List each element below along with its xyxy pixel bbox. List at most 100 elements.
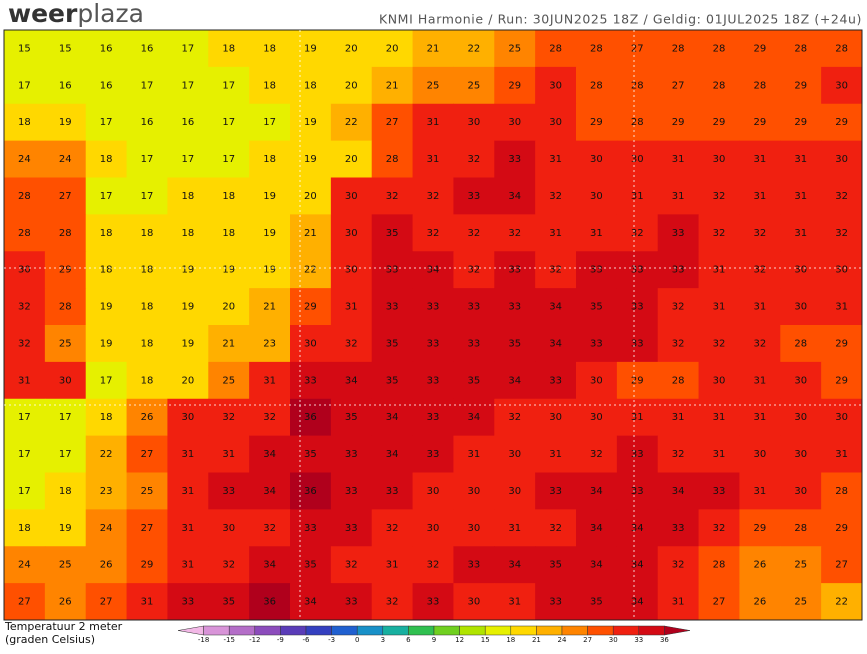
temperature-label: 34 bbox=[263, 560, 276, 571]
temperature-cell bbox=[85, 583, 128, 620]
temperature-cell bbox=[494, 66, 536, 105]
temperature-cell bbox=[4, 435, 46, 473]
temperature-cell bbox=[494, 325, 536, 363]
temperature-cell bbox=[249, 361, 291, 400]
temperature-cell bbox=[616, 398, 659, 437]
temperature-label: 34 bbox=[631, 523, 644, 534]
colorbar-segment bbox=[356, 625, 384, 636]
temperature-label: 30 bbox=[794, 449, 807, 460]
temperature-cell bbox=[657, 288, 700, 326]
temperature-cell bbox=[698, 435, 740, 473]
colorbar-segment bbox=[536, 625, 563, 636]
colorbar-segment bbox=[228, 625, 256, 636]
temperature-cell bbox=[44, 583, 87, 620]
temperature-label: 18 bbox=[181, 228, 194, 239]
temperature-cell bbox=[208, 177, 250, 215]
logo: weerplaza bbox=[8, 0, 144, 28]
temperature-cell bbox=[4, 546, 46, 584]
temperature-label: 30 bbox=[590, 375, 603, 386]
temperature-cell bbox=[739, 435, 781, 473]
colorbar-segment bbox=[305, 625, 332, 636]
temperature-label: 18 bbox=[100, 154, 113, 165]
temperature-label: 30 bbox=[222, 523, 235, 534]
temperature-label: 20 bbox=[386, 43, 399, 54]
temperature-label: 17 bbox=[141, 80, 154, 91]
temperature-label: 35 bbox=[549, 560, 562, 571]
temperature-label: 32 bbox=[467, 265, 480, 276]
temperature-label: 31 bbox=[753, 191, 766, 202]
map: 15 15 16 16 17 18 18 19 20 20 21 22 25 28 28 27 28 28 29 28… bbox=[4, 30, 862, 620]
temperature-label: 31 bbox=[18, 375, 31, 386]
colorbar-tick-label: 24 bbox=[558, 636, 567, 644]
temperature-label: 35 bbox=[386, 338, 399, 349]
temperature-cell bbox=[739, 140, 781, 178]
temperature-cell bbox=[44, 177, 87, 215]
temperature-label: 16 bbox=[59, 80, 72, 91]
temperature-cell bbox=[453, 177, 495, 215]
temperature-cell bbox=[330, 288, 373, 326]
temperature-cell bbox=[453, 251, 495, 289]
temperature-cell bbox=[412, 251, 454, 289]
temperature-cell bbox=[167, 30, 209, 68]
temperature-label: 25 bbox=[141, 486, 154, 497]
temperature-label: 28 bbox=[713, 43, 726, 54]
temperature-cell bbox=[371, 361, 414, 400]
temperature-label: 28 bbox=[590, 80, 603, 91]
temperature-cell bbox=[698, 30, 740, 68]
colorbar-tick-label: 15 bbox=[481, 636, 490, 644]
temperature-cell bbox=[85, 546, 128, 584]
temperature-cell bbox=[412, 472, 454, 510]
colorbar-tick-label: -12 bbox=[249, 636, 260, 644]
temperature-label: 17 bbox=[59, 412, 72, 423]
temperature-label: 33 bbox=[386, 302, 399, 313]
colorbar-tick-label: -3 bbox=[328, 636, 335, 644]
temperature-cell bbox=[249, 325, 291, 363]
temperature-label: 28 bbox=[631, 80, 644, 91]
temperature-label: 24 bbox=[18, 154, 31, 165]
temperature-label: 27 bbox=[100, 597, 113, 608]
temperature-cell bbox=[576, 288, 618, 326]
temperature-label: 19 bbox=[181, 338, 194, 349]
temperature-label: 20 bbox=[345, 43, 358, 54]
temperature-label: 31 bbox=[672, 154, 685, 165]
colorbar-segment bbox=[587, 625, 614, 636]
temperature-label: 21 bbox=[222, 338, 235, 349]
temperature-cell bbox=[330, 103, 373, 142]
temperature-label: 22 bbox=[467, 43, 480, 54]
temperature-label: 31 bbox=[753, 302, 766, 313]
colorbar-segment bbox=[484, 625, 512, 636]
temperature-cell bbox=[85, 251, 128, 289]
temperature-cell bbox=[739, 361, 781, 400]
temperature-label: 33 bbox=[508, 154, 521, 165]
temperature-label: 19 bbox=[304, 43, 317, 54]
temperature-cell bbox=[330, 30, 373, 68]
temperature-label: 33 bbox=[386, 486, 399, 497]
temperature-cell bbox=[249, 66, 291, 105]
temperature-label: 32 bbox=[549, 191, 562, 202]
temperature-label: 28 bbox=[549, 43, 562, 54]
temperature-cell bbox=[126, 288, 168, 326]
temperature-cell bbox=[494, 435, 536, 473]
temperature-cell bbox=[249, 140, 291, 178]
temperature-cell bbox=[739, 30, 781, 68]
temperature-cell bbox=[167, 509, 209, 547]
temperature-cell bbox=[371, 583, 414, 620]
temperature-cell bbox=[4, 288, 46, 326]
temperature-cell bbox=[535, 66, 577, 105]
temperature-cell bbox=[657, 472, 700, 510]
temperature-cell bbox=[494, 251, 536, 289]
temperature-label: 32 bbox=[672, 560, 685, 571]
temperature-cell bbox=[453, 140, 495, 178]
temperature-label: 29 bbox=[590, 117, 603, 128]
temperature-cell bbox=[616, 214, 659, 252]
temperature-label: 17 bbox=[222, 80, 235, 91]
temperature-label: 31 bbox=[631, 191, 644, 202]
temperature-label: 19 bbox=[222, 265, 235, 276]
temperature-cell bbox=[44, 214, 87, 252]
temperature-cell bbox=[371, 546, 414, 584]
temperature-label: 34 bbox=[508, 191, 521, 202]
temperature-label: 26 bbox=[59, 597, 72, 608]
temperature-label: 19 bbox=[263, 191, 276, 202]
temperature-label: 25 bbox=[467, 80, 480, 91]
temperature-cell bbox=[453, 509, 495, 547]
